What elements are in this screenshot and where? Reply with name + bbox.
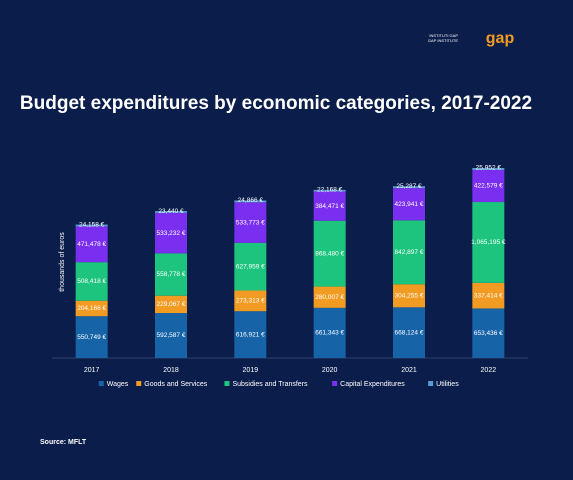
bar-segment xyxy=(472,308,505,358)
bar-segment xyxy=(75,226,108,263)
bar-segment xyxy=(155,212,187,254)
bar-segment xyxy=(155,313,187,358)
value-label: 550,749 € xyxy=(77,334,106,341)
legend-label: Wages xyxy=(107,381,129,388)
legend-swatch xyxy=(332,381,338,386)
legend-swatch xyxy=(428,381,434,386)
legend-swatch xyxy=(98,381,104,386)
bar-segment xyxy=(313,191,346,221)
bar-segment xyxy=(155,211,187,213)
value-label: 24,158 € xyxy=(79,221,105,228)
value-label: 592,587 € xyxy=(157,332,186,339)
y-axis-label: thousands of euros xyxy=(59,232,66,292)
value-label: 384,471 € xyxy=(315,203,344,210)
bar-segment xyxy=(393,307,425,358)
value-label: 422,579 € xyxy=(474,183,503,190)
value-label: 661,343 € xyxy=(315,330,344,337)
legend-swatch xyxy=(136,381,142,386)
value-label: 868,480 € xyxy=(315,250,344,257)
value-label: 229,067 € xyxy=(157,301,186,308)
bar-segment xyxy=(155,295,187,314)
legend-label: Goods and Services xyxy=(144,381,208,388)
legend-swatch xyxy=(224,381,230,386)
bar-segment xyxy=(155,253,187,296)
bar-segment xyxy=(234,200,267,203)
x-tick-label: 2018 xyxy=(163,367,179,374)
value-label: 533,232 € xyxy=(157,230,186,237)
bar-segment xyxy=(313,220,346,287)
bar-segment xyxy=(313,307,346,358)
bar-segment xyxy=(472,169,505,203)
value-label: 471,478 € xyxy=(77,241,106,248)
value-label: 842,897 € xyxy=(395,249,424,256)
value-label: 653,436 € xyxy=(474,330,503,337)
legend-label: Subsidies and Transfers xyxy=(232,381,308,388)
x-tick-label: 2022 xyxy=(481,367,497,374)
bar-segment xyxy=(472,282,505,309)
x-tick-label: 2021 xyxy=(401,367,417,374)
x-tick-label: 2019 xyxy=(243,367,259,374)
legend-label: Utilities xyxy=(436,381,459,388)
logo-line: GAP INSTITUTE xyxy=(428,38,458,43)
source: Source: MFLT xyxy=(40,439,87,446)
value-label: 280,007 € xyxy=(315,294,344,301)
logo-line: INSTITUTI GAP xyxy=(429,33,458,38)
value-label: 627,959 € xyxy=(236,263,265,270)
value-label: 204,166 € xyxy=(77,305,106,312)
value-label: 25,952 € xyxy=(476,165,502,172)
value-label: 1,065,195 € xyxy=(471,239,506,246)
bar-segment xyxy=(313,286,346,308)
bar-segment xyxy=(313,189,346,192)
bar-segment xyxy=(75,262,108,301)
bar-segment xyxy=(234,202,267,243)
value-label: 23,440 € xyxy=(158,208,184,215)
bar-segment xyxy=(234,242,267,291)
x-tick-label: 2017 xyxy=(84,367,100,374)
value-label: 22,168 € xyxy=(317,187,343,194)
bar-segment xyxy=(234,311,267,358)
chart-title: Budget expenditures by economic categori… xyxy=(20,93,532,114)
legend-label: Capital Expenditures xyxy=(340,381,405,388)
bar-segment xyxy=(393,220,425,285)
bar-segment xyxy=(393,186,425,189)
value-label: 668,124 € xyxy=(395,329,424,336)
value-label: 337,414 € xyxy=(474,292,503,299)
x-tick-label: 2020 xyxy=(322,367,338,374)
value-label: 508,418 € xyxy=(77,278,106,285)
value-label: 423,941 € xyxy=(395,201,424,208)
bar-segment xyxy=(234,290,267,312)
bar-segment xyxy=(393,284,425,308)
value-label: 533,773 € xyxy=(236,219,265,226)
value-label: 24,866 € xyxy=(238,197,264,204)
value-label: 616,921 € xyxy=(236,331,265,338)
bar-segment xyxy=(393,188,425,221)
bar-segment xyxy=(75,316,108,358)
value-label: 25,287 € xyxy=(396,183,422,190)
logo-mark: gap xyxy=(486,30,515,47)
value-label: 558,778 € xyxy=(157,271,186,278)
bar-segment xyxy=(75,224,108,227)
bar-segment xyxy=(75,300,108,317)
bar-segment xyxy=(472,168,505,170)
value-label: 273,313 € xyxy=(236,298,265,305)
value-label: 304,255 € xyxy=(395,292,424,299)
bar-segment xyxy=(472,202,505,283)
